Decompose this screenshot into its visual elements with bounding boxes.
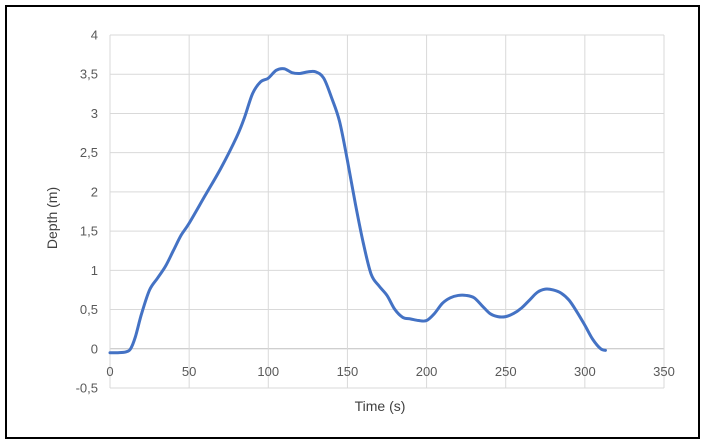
x-tick-label: 200	[416, 364, 438, 379]
y-tick-label: 1	[91, 263, 98, 278]
x-tick-label: 250	[495, 364, 517, 379]
x-tick-label: 300	[574, 364, 596, 379]
y-tick-label: 2	[91, 184, 98, 199]
x-tick-label: 100	[257, 364, 279, 379]
x-tick-label: 0	[106, 364, 113, 379]
y-axis-title: Depth (m)	[44, 187, 60, 249]
x-tick-label: 350	[653, 364, 675, 379]
chart-frame	[5, 5, 700, 439]
y-tick-label: 2,5	[80, 145, 98, 160]
tick-labels: -0,5 0 0,5 1 1,5 2 2,5 3 3,5 4 0 50 100 150 200 250 300 3…	[76, 28, 675, 396]
gridlines	[109, 34, 665, 389]
y-tick-label: 3	[91, 106, 98, 121]
y-tick-label: -0,5	[76, 381, 98, 396]
series-lines	[108, 67, 607, 355]
y-tick-label: 0,5	[80, 302, 98, 317]
y-tick-label: 4	[91, 28, 98, 43]
depth-series-line	[108, 67, 607, 355]
y-tick-label: 0	[91, 341, 98, 356]
x-axis-title: Time (s)	[355, 398, 406, 414]
x-tick-label: 150	[337, 364, 359, 379]
y-tick-label: 3,5	[80, 67, 98, 82]
x-tick-label: 50	[182, 364, 196, 379]
y-tick-label: 1,5	[80, 224, 98, 239]
